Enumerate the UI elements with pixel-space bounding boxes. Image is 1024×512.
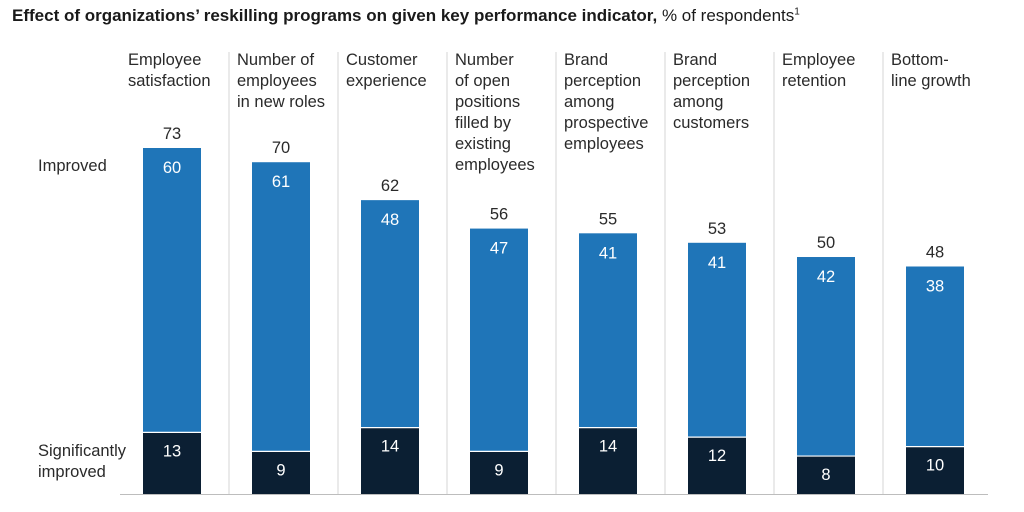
category-label-line: Bottom- — [891, 51, 949, 69]
data-label-total: 73 — [163, 125, 181, 143]
bar-significantly-improved — [470, 451, 528, 494]
category-label-line: Number of — [237, 51, 315, 69]
bar-significantly-improved — [906, 446, 964, 494]
bar-significantly-improved — [361, 427, 419, 494]
chart-title-main: Effect of organizations’ reskilling prog… — [12, 6, 658, 25]
data-label-significantly-improved: 13 — [163, 442, 181, 460]
series-label-significantly-improved: Significantly improved — [38, 441, 126, 483]
category-label: Employee satisfaction — [128, 50, 211, 92]
category-label-line: perception — [673, 72, 751, 90]
category-label-line: Customer — [346, 51, 418, 69]
data-label-significantly-improved: 10 — [926, 457, 944, 475]
category-label-line: customers — [673, 114, 750, 132]
data-label-improved: 42 — [817, 268, 835, 286]
data-label-improved: 41 — [708, 254, 726, 272]
category-label-line: Brand — [673, 51, 718, 69]
data-label-total: 55 — [599, 210, 617, 228]
data-label-total: 50 — [817, 234, 835, 252]
category-label: Customer experience — [346, 50, 427, 92]
data-label-improved: 47 — [490, 240, 508, 258]
bar-significantly-improved — [797, 456, 855, 494]
chart-title-unit: % of respondents — [657, 6, 795, 25]
category-label-line: employees — [237, 72, 317, 90]
data-label-significantly-improved: 12 — [708, 447, 726, 465]
data-label-improved: 38 — [926, 277, 944, 295]
category-label-line: experience — [346, 72, 427, 90]
category-label-line: line growth — [891, 72, 971, 90]
category-label-line: positions — [455, 93, 521, 111]
footnote-marker: 1 — [794, 6, 800, 18]
category-label: Employee retention — [782, 50, 855, 92]
category-label-line: Employee — [782, 51, 856, 69]
category-label: Number of open positions filled by existing e… — [455, 50, 535, 176]
category-label-line: of open — [455, 72, 511, 90]
category-label-line: Number — [455, 51, 514, 69]
data-label-improved: 48 — [381, 211, 399, 229]
bar-significantly-improved — [688, 437, 746, 494]
bar-improved — [143, 148, 201, 433]
data-label-total: 53 — [708, 220, 726, 238]
data-label-significantly-improved: 14 — [381, 438, 399, 456]
bar-improved — [688, 242, 746, 438]
data-label-significantly-improved: 14 — [599, 438, 617, 456]
data-label-improved: 41 — [599, 244, 617, 262]
category-label-line: in new roles — [237, 93, 326, 111]
category-label-line: filled by — [455, 114, 511, 132]
bar-significantly-improved — [143, 432, 201, 494]
bar-improved — [797, 257, 855, 457]
data-label-total: 48 — [926, 243, 944, 261]
bar-improved — [470, 228, 528, 452]
data-label-improved: 60 — [163, 159, 181, 177]
category-label-line: Employee — [128, 51, 202, 69]
data-label-total: 56 — [490, 206, 508, 224]
chart-title: Effect of organizations’ reskilling prog… — [12, 6, 800, 26]
category-label-line: existing — [455, 135, 511, 153]
data-label-total: 70 — [272, 139, 290, 157]
category-label-line: Brand — [564, 51, 609, 69]
category-label-line: among — [673, 93, 724, 111]
series-label-significantly-improved-line: improved — [38, 463, 106, 481]
bar-improved — [252, 162, 310, 452]
data-label-significantly-improved: 9 — [276, 461, 285, 479]
category-label: Number of employees in new roles — [237, 50, 325, 113]
series-label-significantly-improved-line: Significantly — [38, 442, 127, 460]
data-label-significantly-improved: 8 — [821, 466, 830, 484]
bar-improved — [361, 200, 419, 428]
category-label-line: retention — [782, 72, 847, 90]
category-label-line: employees — [455, 156, 535, 174]
category-label: Brand perception among prospective employees — [564, 50, 648, 155]
bar-improved — [906, 266, 964, 447]
category-label: Brand perception among customers — [673, 50, 750, 134]
category-label-line: perception — [564, 72, 642, 90]
category-label-line: satisfaction — [128, 72, 211, 90]
series-label-improved-line: Improved — [38, 157, 107, 175]
bar-significantly-improved — [579, 427, 637, 494]
category-label: Bottom-line growth — [891, 50, 971, 92]
category-label-line: employees — [564, 135, 644, 153]
bar-significantly-improved — [252, 451, 310, 494]
series-label-improved: Improved — [38, 156, 107, 177]
category-label-line: prospective — [564, 114, 649, 132]
bar-improved — [579, 233, 637, 428]
data-label-improved: 61 — [272, 173, 290, 191]
category-label-line: among — [564, 93, 615, 111]
data-label-total: 62 — [381, 177, 399, 195]
data-label-significantly-improved: 9 — [494, 461, 503, 479]
